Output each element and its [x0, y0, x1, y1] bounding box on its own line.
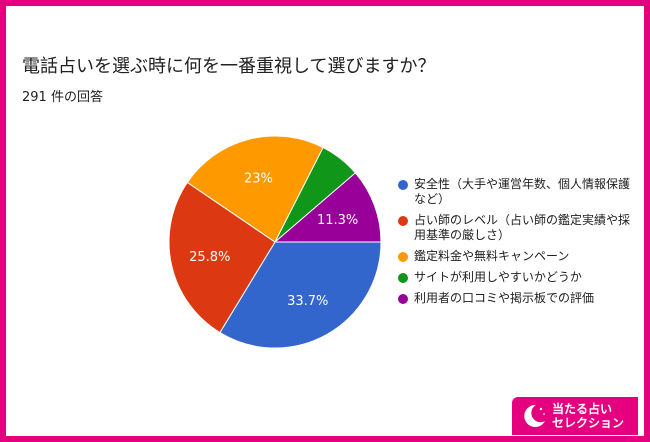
pie-slice-5 [273, 172, 382, 243]
legend-label: 利用者の口コミや掲示板での評価 [414, 291, 595, 305]
brand-logo: 当たる占い セレクション [512, 397, 638, 435]
legend-label: サイトが利用しやすいかどうか [414, 270, 582, 284]
legend-swatch [398, 180, 408, 190]
legend-item-5: 利用者の口コミや掲示板での評価 [398, 291, 638, 306]
pie-slice-3 [186, 135, 324, 243]
legend-label: 占い師のレベル（占い師の鑑定実績や採用基準の厳しさ） [414, 213, 631, 242]
legend-item-2: 占い師のレベル（占い師の鑑定実績や採用基準の厳しさ） [398, 213, 638, 243]
slice-percent-label-2: 25.8% [189, 250, 230, 265]
pie-slice-1 [219, 241, 382, 349]
moon-icon [524, 404, 545, 427]
legend-item-3: 鑑定料金や無料キャンペーン [398, 249, 638, 264]
chart-legend: 安全性（大手や運営年数、個人情報保護など） 占い師のレベル（占い師の鑑定実績や採用… [398, 177, 638, 312]
brand-logo-text: 当たる占い セレクション [552, 402, 625, 430]
slice-percent-label-3: 23% [244, 171, 273, 186]
legend-item-1: 安全性（大手や運営年数、個人情報保護など） [398, 177, 638, 207]
legend-swatch [398, 294, 408, 304]
pie-slice-2 [168, 181, 276, 334]
chart-title: 電話占いを選ぶ時に何を一番重視して選びますか？ [22, 56, 436, 77]
response-count: 291 件の回答 [22, 90, 103, 105]
legend-label: 鑑定料金や無料キャンペーン [414, 249, 570, 263]
slice-percent-label-1: 33.7% [287, 294, 328, 309]
legend-label: 安全性（大手や運営年数、個人情報保護など） [414, 177, 631, 206]
legend-swatch [398, 273, 408, 283]
legend-swatch [398, 216, 408, 226]
legend-item-4: サイトが利用しやすいかどうか [398, 270, 638, 285]
legend-swatch [398, 252, 408, 262]
slice-percent-label-5: 11.3% [317, 213, 358, 228]
